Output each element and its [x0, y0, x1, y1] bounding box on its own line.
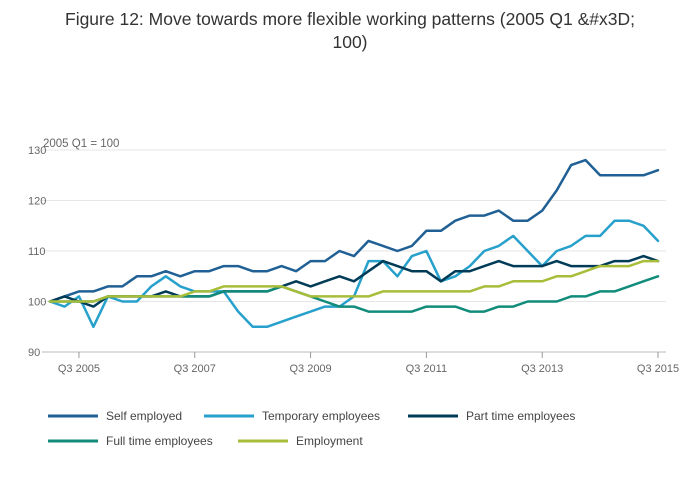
plot-area — [48, 158, 660, 329]
legend-label: Self employed — [106, 409, 182, 423]
x-tick-label: Q3 2007 — [174, 363, 216, 375]
legend-label: Employment — [296, 434, 363, 448]
x-tick-label: Q3 2009 — [289, 363, 331, 375]
chart-title-line-2: 100) — [332, 32, 368, 52]
y-axis-ticks: 90 100 110 120 130 — [28, 145, 46, 359]
series-line-employment[interactable] — [48, 259, 660, 303]
gridlines — [42, 149, 666, 353]
x-tick-label: Q3 2015 — [637, 363, 679, 375]
y-tick-label: 120 — [28, 196, 46, 208]
x-tick-label: Q3 2005 — [58, 363, 100, 375]
legend-label: Part time employees — [466, 409, 575, 423]
legend: Self employed Temporary employees Part tim… — [48, 409, 575, 448]
y-tick-label: 130 — [28, 145, 46, 157]
legend-item-temporary-employees[interactable]: Temporary employees — [204, 409, 380, 423]
series-line-temporary-employees[interactable] — [48, 219, 660, 329]
y-axis-label: 2005 Q1 = 100 — [43, 138, 119, 150]
x-tick-label: Q3 2011 — [406, 363, 447, 375]
x-tick-label: Q3 2013 — [521, 363, 563, 375]
y-tick-label: 90 — [28, 347, 40, 359]
legend-item-part-time-employees[interactable]: Part time employees — [408, 409, 575, 423]
chart-title: Figure 12: Move towards more flexible wo… — [0, 8, 700, 54]
legend-item-full-time-employees[interactable]: Full time employees — [48, 434, 213, 448]
x-axis-ticks: Q3 2005 Q3 2007 Q3 2009 Q3 2011 Q3 2013 Q3 20… — [58, 352, 679, 375]
legend-label: Temporary employees — [262, 409, 380, 423]
y-tick-label: 110 — [28, 246, 46, 258]
y-tick-label: 100 — [28, 297, 46, 309]
legend-label: Full time employees — [106, 434, 213, 448]
legend-item-self-employed[interactable]: Self employed — [48, 409, 182, 423]
legend-item-employment[interactable]: Employment — [238, 434, 363, 448]
chart-title-line-1: Figure 12: Move towards more flexible wo… — [65, 9, 635, 29]
series-line-self-employed[interactable] — [48, 158, 660, 303]
